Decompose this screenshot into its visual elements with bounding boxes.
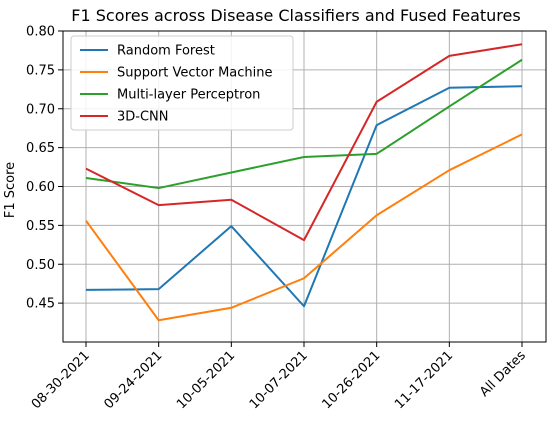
x-tick-label: 09-24-2021 — [101, 348, 165, 412]
legend-box — [70, 35, 294, 131]
y-tick-label: 0.65 — [26, 141, 55, 156]
series-line-multi-layer-perceptron — [85, 58, 523, 190]
y-tick-label: 0.50 — [26, 258, 55, 273]
x-tick-label: 11-17-2021 — [392, 348, 456, 412]
y-tick-label: 0.60 — [26, 180, 55, 195]
legend-label: Multi-layer Perceptron — [117, 88, 260, 103]
y-tick-label: 0.45 — [26, 297, 55, 312]
y-tick-label: 0.80 — [26, 25, 55, 40]
y-tick-label: 0.75 — [26, 63, 55, 78]
series-line-support-vector-machine — [85, 133, 523, 322]
y-tick-label: 0.55 — [26, 219, 55, 234]
chart-title: F1 Scores across Disease Classifiers and… — [71, 6, 520, 25]
legend-label: Random Forest — [117, 44, 215, 59]
x-tick-label: All Dates — [477, 348, 529, 400]
series-line-random-forest — [85, 85, 523, 308]
series-line-3d-cnn — [85, 43, 523, 242]
y-tick-label: 0.70 — [26, 102, 55, 117]
series-layer — [85, 43, 523, 322]
y-axis-label: F1 Score — [3, 162, 18, 218]
x-tick-label: 08-30-2021 — [29, 348, 93, 412]
legend: Random Forest Support Vector Machine Multi… — [70, 35, 294, 131]
x-tick-label: 10-07-2021 — [247, 348, 311, 412]
legend-label: Support Vector Machine — [117, 66, 273, 81]
x-tick-label: 10-05-2021 — [174, 348, 238, 412]
legend-label: 3D-CNN — [117, 110, 169, 125]
x-tick-label: 10-26-2021 — [319, 348, 383, 412]
